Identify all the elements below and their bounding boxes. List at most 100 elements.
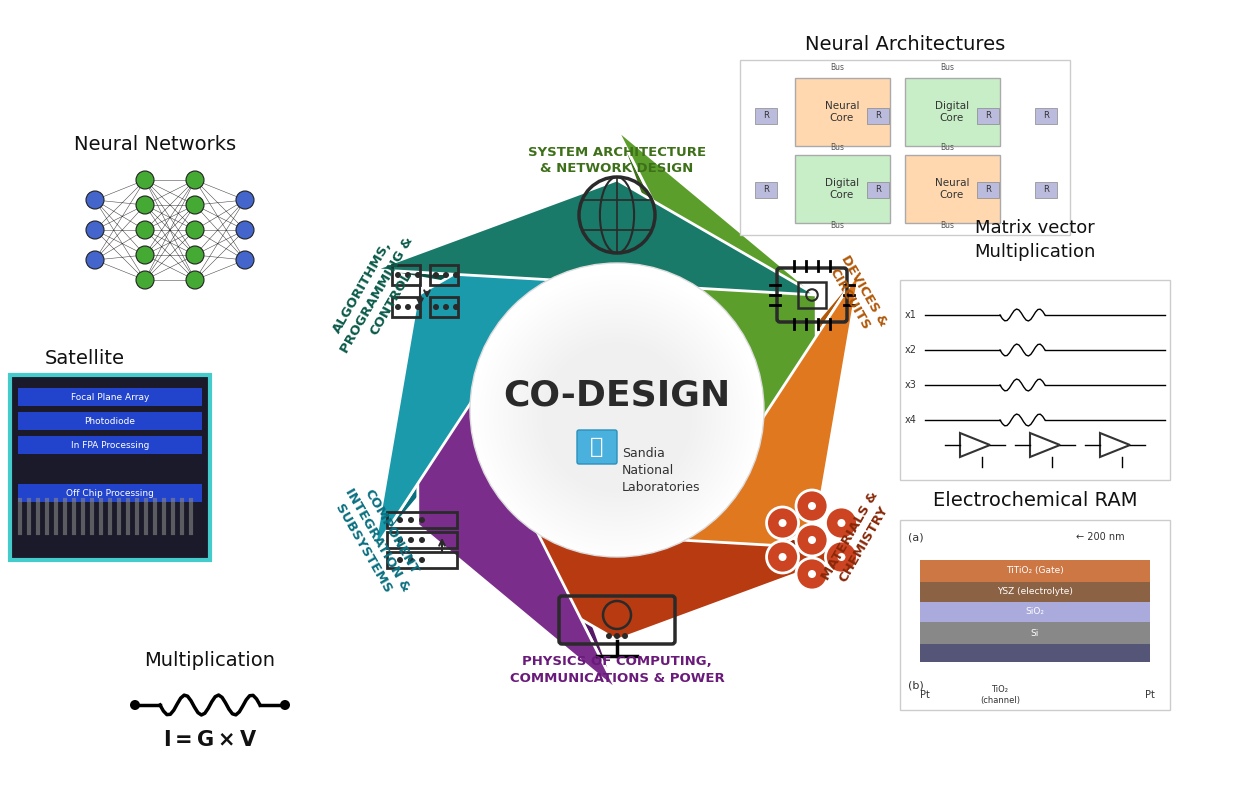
Text: R: R [985,186,991,194]
Text: Digital
Core: Digital Core [825,178,859,200]
Polygon shape [616,129,816,335]
Text: Multiplication: Multiplication [144,650,275,670]
Polygon shape [374,270,816,335]
Text: Neural
Core: Neural Core [935,178,969,200]
Text: R: R [875,186,880,194]
Circle shape [778,519,787,527]
Circle shape [186,196,203,214]
Polygon shape [418,180,616,335]
Text: COMPONENT
INTEGRATION &
SUBSYSTEMS: COMPONENT INTEGRATION & SUBSYSTEMS [328,478,427,602]
Text: Off Chip Processing: Off Chip Processing [67,488,154,497]
Text: Electrochemical RAM: Electrochemical RAM [932,491,1137,509]
Circle shape [837,553,846,561]
Text: Photodiode: Photodiode [85,416,136,425]
Text: Bus: Bus [940,143,954,152]
Circle shape [186,221,203,239]
Text: Digital
Core: Digital Core [935,101,969,123]
Circle shape [129,700,141,710]
FancyBboxPatch shape [905,155,1000,223]
Text: (a): (a) [907,532,924,542]
Polygon shape [747,270,859,525]
Circle shape [86,251,104,269]
Circle shape [395,272,401,278]
Polygon shape [616,129,816,525]
Text: Matrix vector
Multiplication: Matrix vector Multiplication [974,220,1096,261]
Text: Bus: Bus [830,64,845,73]
FancyBboxPatch shape [10,375,210,560]
Circle shape [808,570,816,578]
Circle shape [443,272,449,278]
Polygon shape [616,180,816,335]
Text: Neural Networks: Neural Networks [74,136,236,154]
Circle shape [236,191,254,209]
FancyBboxPatch shape [18,436,202,454]
Circle shape [797,490,829,522]
Circle shape [408,517,414,523]
Text: PHYSICS OF COMPUTING,
COMMUNICATIONS & POWER: PHYSICS OF COMPUTING, COMMUNICATIONS & P… [509,655,724,684]
Text: R: R [1043,186,1049,194]
Text: DEVICES &
CIRCUITS: DEVICES & CIRCUITS [824,253,890,337]
Circle shape [797,558,829,590]
Text: ← 200 nm: ← 200 nm [1075,532,1124,542]
FancyBboxPatch shape [900,280,1170,480]
Text: $\mathbf{I = G \times V}$: $\mathbf{I = G \times V}$ [163,730,258,750]
Text: ⓜ: ⓜ [591,437,604,457]
Text: R: R [1043,111,1049,120]
Text: ALGORITHMS,
PROGRAMMING &
CONTROL: ALGORITHMS, PROGRAMMING & CONTROL [324,226,430,364]
FancyBboxPatch shape [795,78,890,146]
Text: x3: x3 [905,380,917,390]
Circle shape [837,519,846,527]
FancyBboxPatch shape [18,412,202,430]
Circle shape [767,541,799,573]
Circle shape [136,271,154,289]
Circle shape [280,700,290,710]
Circle shape [614,633,620,639]
Text: Bus: Bus [830,220,845,229]
Circle shape [470,263,764,557]
FancyBboxPatch shape [1034,182,1057,198]
Text: Bus: Bus [940,220,954,229]
Circle shape [136,246,154,264]
Circle shape [605,633,612,639]
Circle shape [797,524,829,556]
Text: CO-DESIGN: CO-DESIGN [503,378,731,412]
Circle shape [404,304,411,310]
Text: x4: x4 [905,415,917,425]
Polygon shape [418,295,487,525]
Circle shape [419,517,425,523]
Circle shape [453,272,459,278]
Circle shape [236,251,254,269]
Circle shape [825,541,857,573]
FancyBboxPatch shape [867,108,889,124]
Circle shape [397,557,403,563]
Circle shape [419,537,425,543]
Polygon shape [374,180,616,270]
Polygon shape [418,485,616,640]
Text: R: R [875,111,880,120]
FancyBboxPatch shape [977,182,999,198]
Text: x2: x2 [905,345,917,355]
Polygon shape [418,485,616,691]
Polygon shape [747,295,816,525]
FancyBboxPatch shape [920,582,1150,602]
Text: x1: x1 [905,310,917,320]
Polygon shape [374,180,616,550]
Text: R: R [985,111,991,120]
Text: Si: Si [1031,629,1039,638]
Circle shape [136,196,154,214]
Circle shape [808,502,816,510]
Text: R: R [763,186,769,194]
Circle shape [404,272,411,278]
Polygon shape [418,295,616,691]
Circle shape [408,557,414,563]
Circle shape [433,272,439,278]
Circle shape [186,246,203,264]
Text: Satellite: Satellite [44,349,125,367]
Circle shape [397,517,403,523]
FancyBboxPatch shape [977,108,999,124]
Text: Focal Plane Array: Focal Plane Array [70,392,149,402]
Polygon shape [418,485,859,550]
Text: Bus: Bus [830,143,845,152]
Text: Pt: Pt [1145,690,1155,700]
Circle shape [419,557,425,563]
